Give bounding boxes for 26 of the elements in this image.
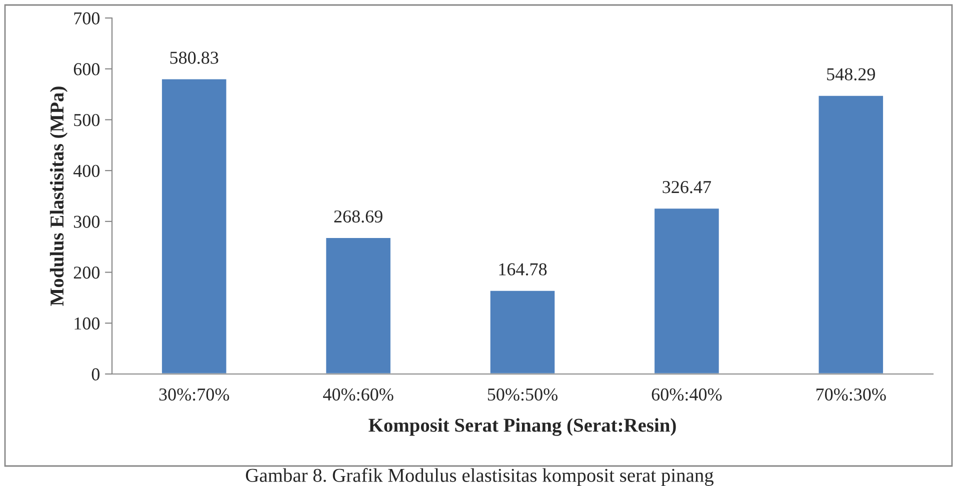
bar <box>817 94 884 374</box>
x-tick-label: 70%:30% <box>816 388 886 401</box>
y-tick-label: 200 <box>74 266 100 279</box>
data-label: 580.83 <box>170 52 218 64</box>
x-tick-label: 40%:60% <box>323 388 394 401</box>
data-label: 548.29 <box>827 68 875 80</box>
y-tick-label: 700 <box>74 12 100 24</box>
data-label: 326.47 <box>662 181 712 194</box>
data-label: 268.69 <box>334 210 382 223</box>
bar <box>488 290 556 374</box>
text: Gambar 8. Grafik Modulus elastisitas komposit serat pinang <box>246 468 714 486</box>
bar <box>324 236 392 374</box>
y-tick-label: 400 <box>73 164 100 178</box>
y-tick-label: 0 <box>92 368 100 380</box>
bar <box>653 207 720 374</box>
y-tick-label: 300 <box>74 216 100 228</box>
x-tick-label: 60%:40% <box>652 388 722 401</box>
y-tick-label: 600 <box>74 63 100 76</box>
x-axis-title: Komposit Serat Pinang (Serat:Resin) <box>368 418 676 436</box>
y-tick-label: 500 <box>74 114 100 126</box>
y-axis-title: Modulus Elastisitas (MPa) <box>50 86 68 306</box>
bar <box>160 78 228 374</box>
x-tick-label: 50%:50% <box>488 388 558 401</box>
y-tick-label: 100 <box>74 317 100 330</box>
x-tick-label: 30%:70% <box>159 388 230 401</box>
data-label: 164.78 <box>499 263 547 276</box>
